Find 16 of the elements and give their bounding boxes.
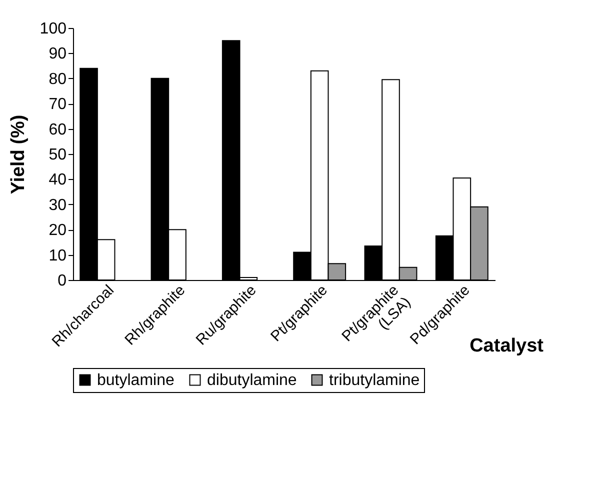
y-tick-label: 20 [48,222,67,240]
y-tick-label: 50 [48,146,67,164]
legend-label: dibutylamine [207,372,297,389]
y-tick-label: 40 [48,172,67,189]
y-tick-label: 100 [40,20,67,38]
y-tick-label: 0 [58,272,67,290]
y-tick-label: 60 [48,121,67,138]
y-tick-label: 80 [48,70,67,88]
y-tick-label: 90 [48,46,67,63]
y-tick-label: 30 [48,196,67,214]
y-tick-label: 70 [48,96,67,114]
y-axis-title: Yield (%) [8,114,29,194]
legend-label: tributylamine [329,372,420,389]
y-tick-label: 10 [48,247,67,264]
x-axis-title: Catalyst [470,335,544,356]
legend-label: butylamine [97,372,174,389]
